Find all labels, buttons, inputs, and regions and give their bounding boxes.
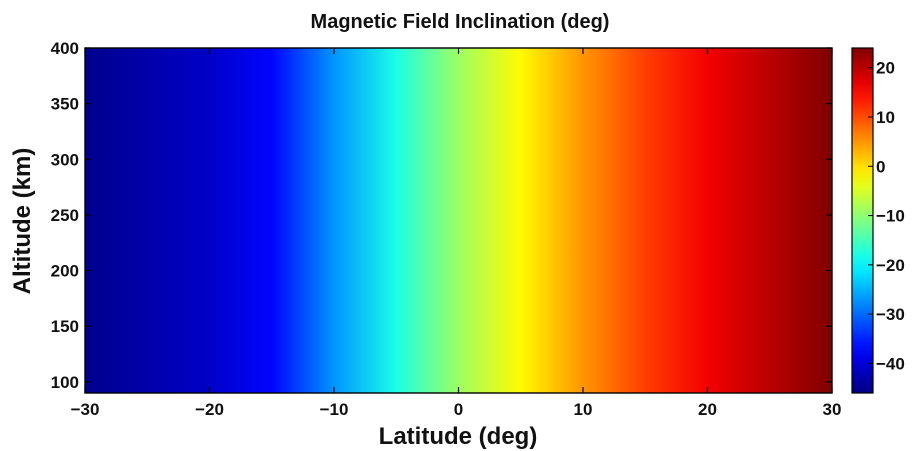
y-tick-label: 350 [51, 95, 79, 114]
y-tick-label: 150 [51, 317, 79, 336]
x-tick-label: 10 [574, 400, 593, 419]
x-tick-label: −20 [195, 400, 224, 419]
x-axis: −30 −20 −10 0 10 20 30 [71, 48, 842, 419]
colorbar-axis: 20 10 0 −10 −20 −30 −40 [868, 59, 905, 373]
x-axis-label: Latitude (deg) [379, 423, 538, 450]
x-tick-label: 20 [698, 400, 717, 419]
x-tick-label: 0 [454, 400, 463, 419]
y-tick-label: 400 [51, 39, 79, 58]
y-axis: 100 150 200 250 300 350 400 [51, 39, 832, 392]
colorbar [851, 47, 874, 394]
x-tick-label: −10 [320, 400, 349, 419]
colorbar-tick-label: −10 [876, 207, 905, 226]
y-tick-label: 100 [51, 373, 79, 392]
colorbar-tick-label: 10 [876, 108, 895, 127]
colorbar-tick-label: 20 [876, 59, 895, 78]
colorbar-tick-label: −20 [876, 256, 905, 275]
y-tick-label: 250 [51, 206, 79, 225]
x-tick-label: −30 [71, 400, 100, 419]
heatmap-field [85, 48, 832, 393]
x-tick-label: 30 [823, 400, 842, 419]
chart-title: Magnetic Field Inclination (deg) [311, 11, 610, 33]
colorbar-tick-label: 0 [876, 157, 885, 176]
colorbar-tick-label: −30 [876, 305, 905, 324]
y-tick-label: 300 [51, 150, 79, 169]
colorbar-tick-label: −40 [876, 354, 905, 373]
y-axis-label: Altitude (km) [9, 148, 36, 295]
y-tick-label: 200 [51, 262, 79, 281]
